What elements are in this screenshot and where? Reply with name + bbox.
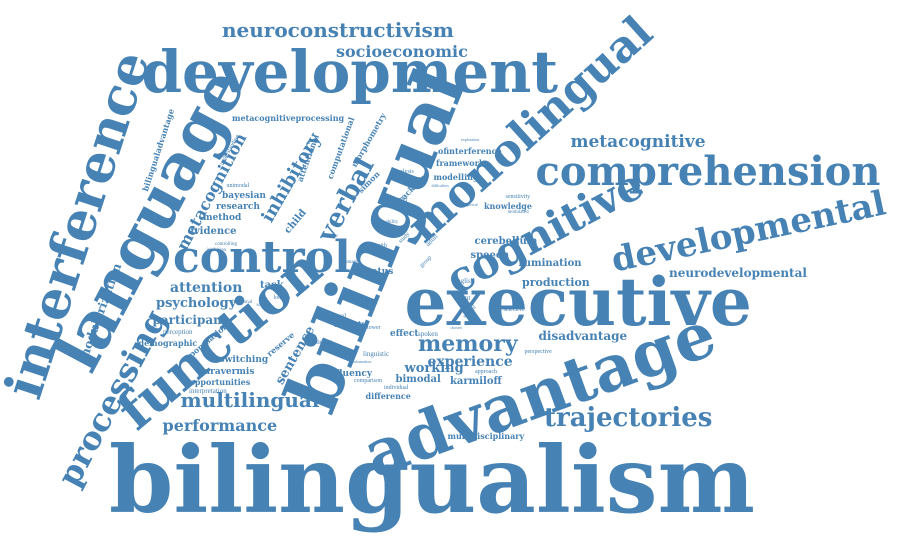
word-modulated: modulated: [507, 209, 529, 215]
word-opportunities: opportunities: [189, 377, 251, 387]
word-smith: smith: [373, 243, 387, 249]
word-rumination: rumination: [518, 258, 582, 269]
word-bilingualism: bilingualism: [109, 426, 755, 534]
word-disadvantage: disadvantage: [538, 329, 628, 343]
word-ability: ability: [385, 219, 399, 225]
word-chosen: chosen: [450, 325, 462, 330]
word-experience: experience: [427, 354, 513, 370]
word-effect: effect: [390, 328, 419, 339]
word-psychology: psychology: [156, 295, 237, 311]
word-neuroconstructivism: neuroconstructivism: [222, 18, 454, 42]
word-metacognitiveprocessing: metacognitiveprocessing: [232, 113, 345, 123]
word-attention: attention: [170, 280, 243, 296]
word-karmiloff: karmiloff: [450, 376, 502, 387]
word-individual: individual: [384, 385, 409, 391]
word-multilingual: multilingual: [180, 388, 320, 412]
word-perception: perception: [163, 327, 193, 336]
word-neurodevelopmental: neurodevelopmental: [669, 266, 807, 280]
word-working: working: [404, 360, 464, 376]
word-sensitivity: sensitivity: [505, 194, 531, 200]
word-perspective: perspective: [524, 349, 552, 355]
word-structural: structural: [322, 233, 338, 238]
word-executive: executive: [404, 263, 752, 341]
word-fluency: fluency: [336, 368, 373, 379]
word-participant: participant: [152, 313, 228, 327]
word-unimodal: unimodal: [226, 183, 250, 189]
word-evidence: evidence: [187, 226, 237, 237]
word-demographic: demographic: [138, 338, 198, 348]
word-spoken: spoken: [418, 329, 438, 338]
word-visual: visual: [329, 311, 347, 320]
word-analysis: analysis: [394, 169, 414, 175]
word-bayesian: bayesian: [222, 190, 266, 201]
word-speech: speech: [470, 250, 510, 261]
word-research: research: [216, 201, 260, 212]
word-brain: brain: [363, 297, 378, 306]
word-difficulties: difficulties: [431, 183, 449, 188]
word-comprehension: comprehension: [535, 148, 881, 195]
word-empirical: empirical: [462, 202, 478, 207]
word-selective: selective: [503, 307, 525, 313]
word-controlling: controlling: [215, 241, 237, 247]
word-comparison: comparison: [354, 378, 382, 384]
word-switching: switching: [219, 354, 269, 365]
word-science: science: [256, 302, 272, 308]
word-english: english: [454, 276, 475, 285]
word-domain: domain: [342, 259, 358, 265]
word-inhibition: inhibition: [206, 247, 226, 253]
word-framework: framework: [436, 158, 485, 168]
word-exploration: exploration: [461, 137, 480, 142]
word-cerebellum: cerebellum: [474, 236, 538, 247]
word-control: control: [173, 232, 351, 283]
word-task: task: [260, 280, 284, 291]
word-linguistic: linguistic: [363, 349, 390, 358]
word-modelling: modelling: [433, 172, 479, 182]
word-finding: finding: [312, 337, 333, 346]
word-infant: infant: [454, 293, 471, 302]
word-functional: functional: [232, 299, 253, 305]
word-knowledge: knowledge: [484, 201, 532, 211]
word-method: method: [203, 212, 242, 223]
word-socioeconomic: socioeconomic: [336, 42, 468, 61]
word-paravermis: paravermis: [198, 366, 255, 377]
word-interpretation: interpretation: [189, 386, 227, 395]
word-memory: memory: [418, 331, 518, 357]
word-london: london: [273, 295, 291, 301]
word-status: status: [362, 266, 394, 277]
word-approach: approach: [475, 369, 497, 375]
word-performance: performance: [162, 416, 278, 435]
word-ofinterference: ofinterference: [438, 146, 502, 156]
word-difference: difference: [365, 391, 411, 401]
word-production: production: [522, 275, 590, 289]
word-information: information: [352, 359, 372, 364]
word-metacognitive: metacognitive: [570, 131, 706, 152]
word-bimodal: bimodal: [395, 374, 441, 385]
word-development: development: [141, 38, 559, 106]
word-multidisciplinary: multidisciplinary: [447, 431, 525, 441]
word-tower: tower: [367, 325, 381, 331]
word-trajectories: trajectories: [544, 403, 713, 433]
word-anxiety: anxiety: [334, 319, 367, 329]
word-disorder: disorder: [388, 197, 408, 203]
